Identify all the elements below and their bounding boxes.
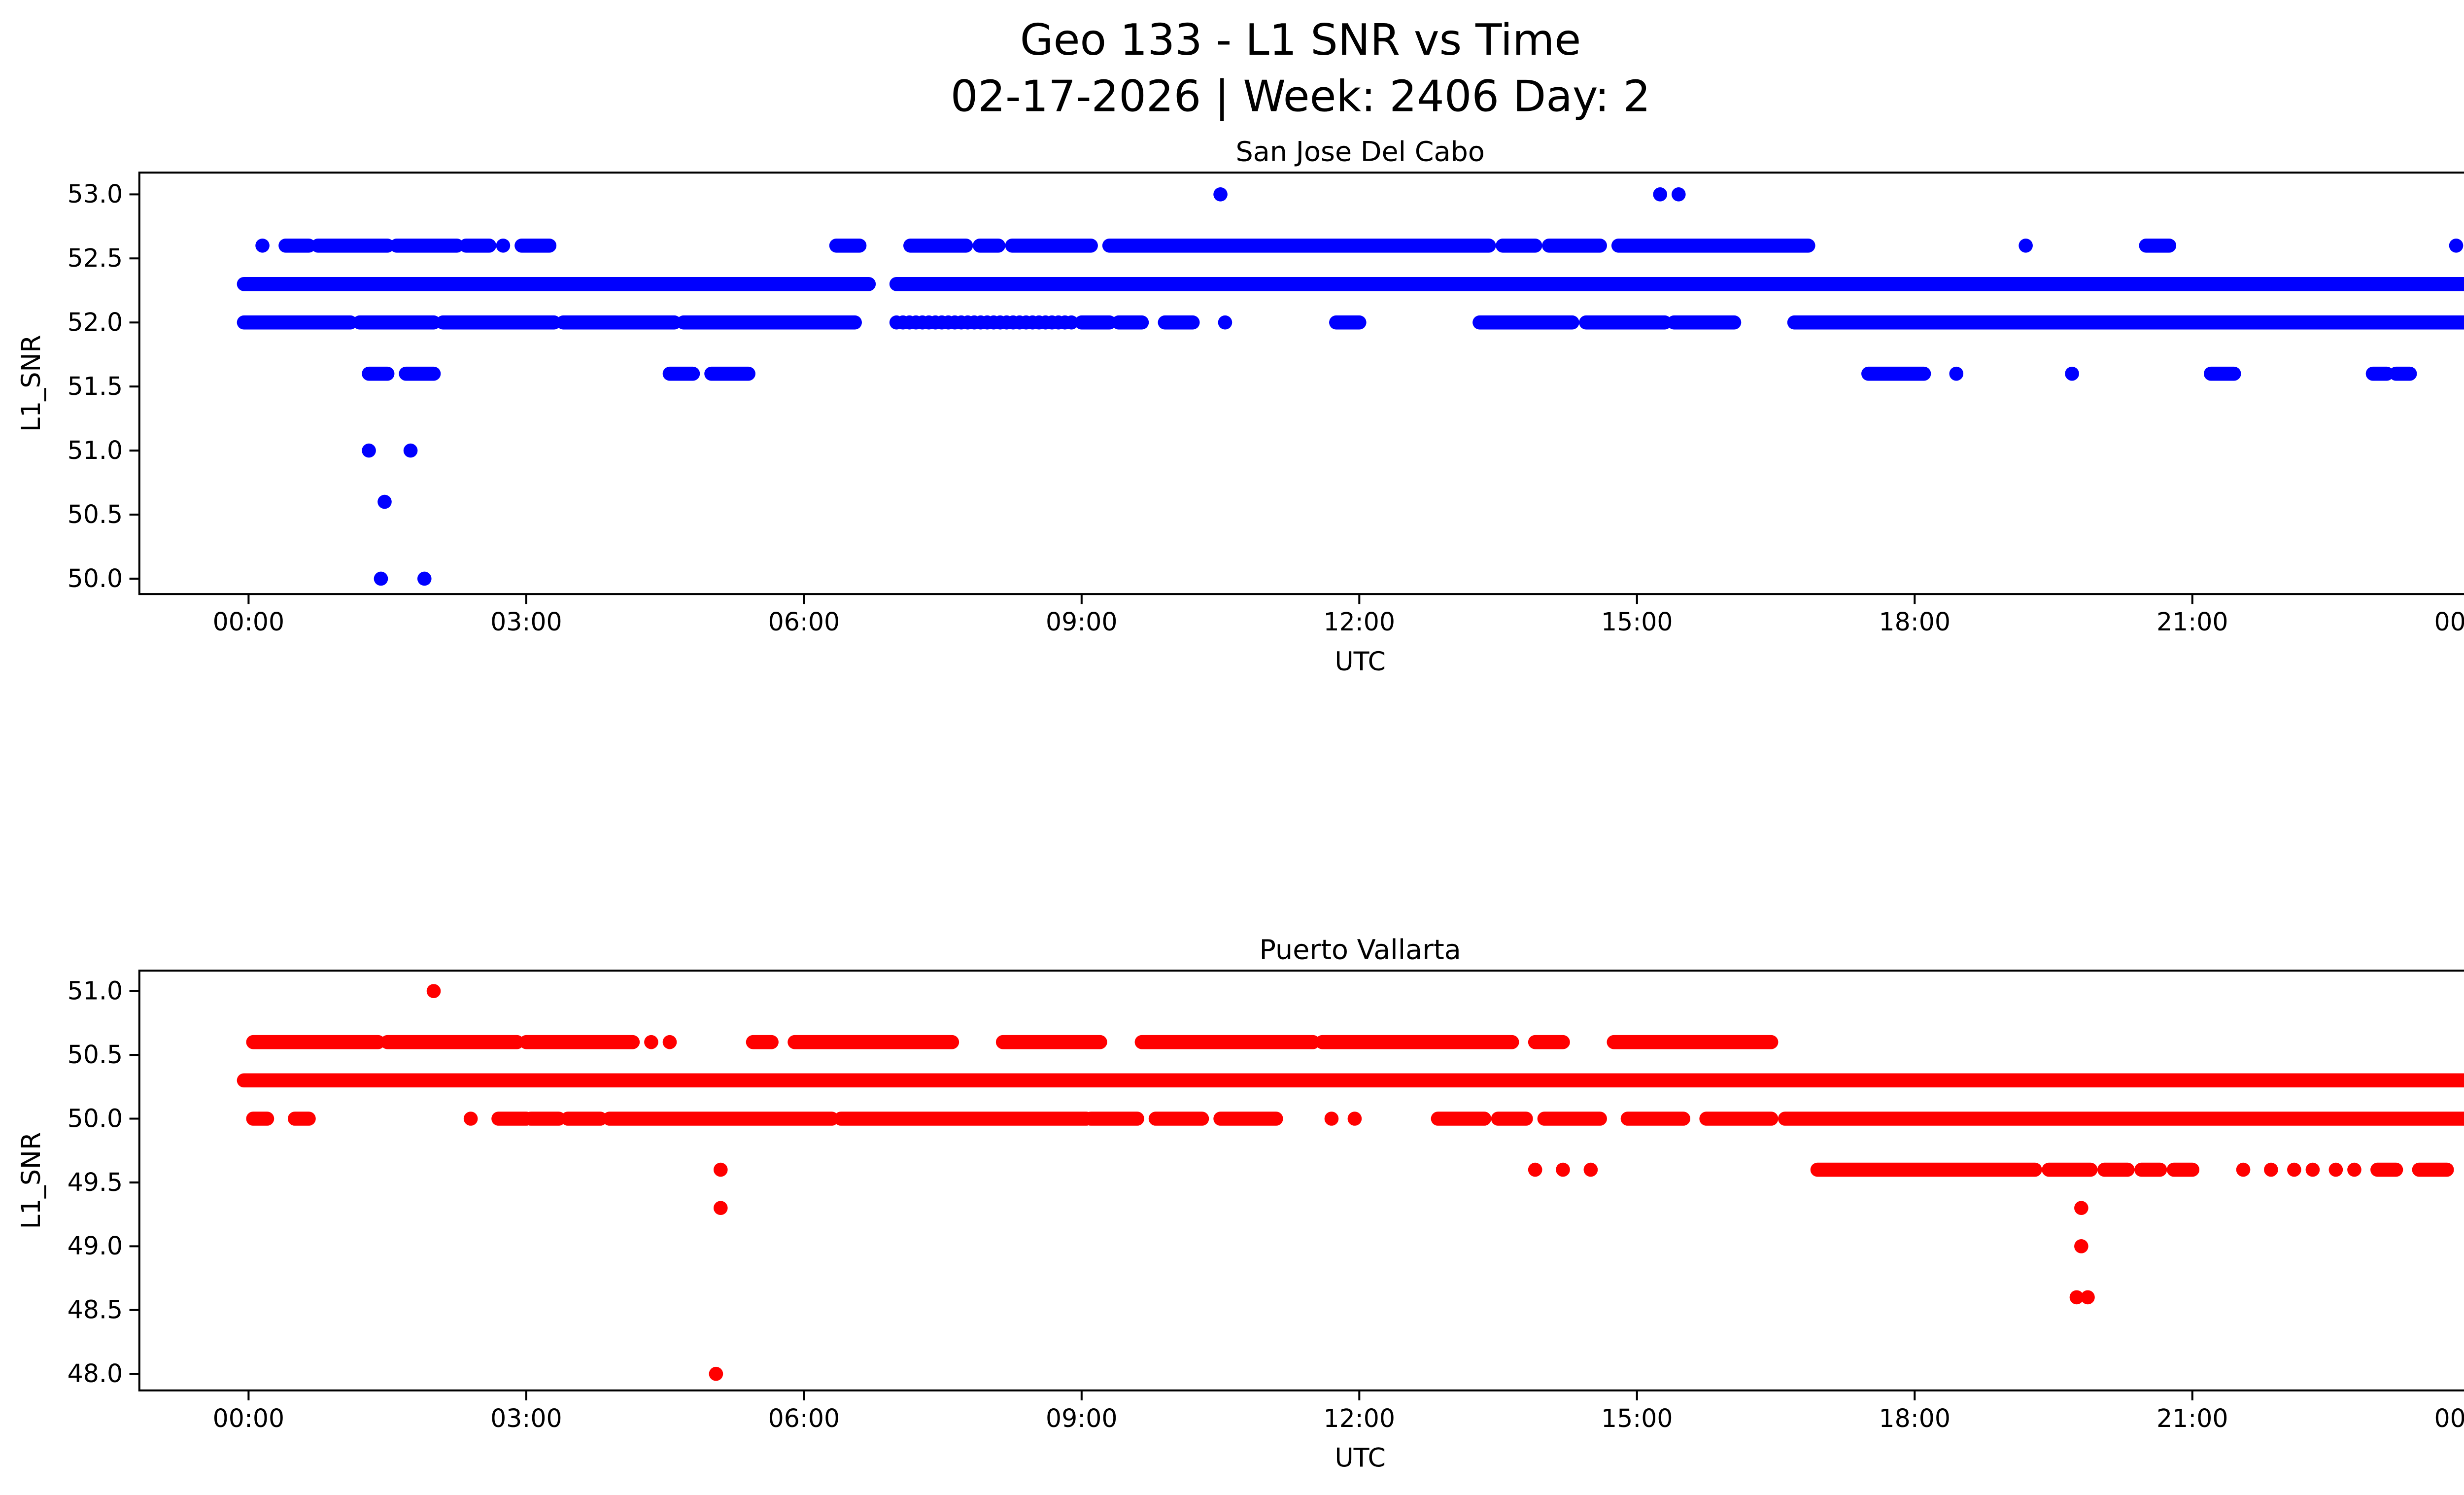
scatter-point — [1583, 1162, 1598, 1177]
scatter-point — [1064, 315, 1079, 330]
scatter-point — [2236, 1162, 2251, 1177]
scatter-point — [426, 984, 441, 998]
y-tick-label: 50.5 — [68, 1040, 123, 1069]
scatter-point — [2287, 1162, 2301, 1177]
scatter-point — [2074, 1201, 2088, 1216]
scatter-point — [403, 443, 418, 458]
x-tick-label: 00:00 — [2434, 1404, 2464, 1433]
x-axis-label: UTC — [1335, 647, 1385, 677]
figure-title: Geo 133 - L1 SNR vs Time — [1020, 15, 1581, 65]
x-tick-label: 09:00 — [1046, 607, 1118, 636]
scatter-point — [1213, 187, 1228, 202]
subplot-title: Puerto Vallarta — [1260, 934, 1461, 966]
scatter-point — [1671, 187, 1686, 202]
scatter-point — [713, 1201, 728, 1216]
y-tick-label: 52.0 — [68, 308, 123, 337]
axes-frame — [138, 172, 2464, 595]
y-tick-label: 51.0 — [68, 436, 123, 465]
y-tick-label: 50.5 — [68, 500, 123, 529]
y-tick-label: 51.5 — [68, 372, 123, 401]
x-tick-label: 06:00 — [768, 1404, 840, 1433]
scatter-point — [2081, 1290, 2095, 1305]
x-tick-label: 00:00 — [213, 607, 285, 636]
x-tick-label: 21:00 — [2156, 607, 2228, 636]
scatter-point — [1528, 1162, 1542, 1177]
scatter-point — [1556, 1162, 1570, 1177]
y-axis-label: L1_SNR — [17, 1132, 46, 1229]
y-tick-label: 50.0 — [68, 564, 123, 593]
y-tick-label: 51.0 — [68, 976, 123, 1005]
scatter-point — [417, 571, 432, 586]
scatter-point — [644, 1035, 658, 1049]
scatter-point — [713, 1162, 728, 1177]
scatter-point — [2264, 1162, 2278, 1177]
y-axis-label: L1_SNR — [17, 335, 46, 432]
x-tick-label: 06:00 — [768, 607, 840, 636]
scatter-point — [2074, 1239, 2088, 1253]
scatter-point — [496, 238, 511, 253]
scatter-point — [1218, 315, 1232, 330]
scatter-point — [255, 238, 270, 253]
scatter-point — [1324, 1112, 1339, 1126]
scatter-point — [2328, 1162, 2343, 1177]
y-tick-label: 48.0 — [68, 1359, 123, 1388]
x-tick-label: 18:00 — [1879, 607, 1951, 636]
subplot-puerto-vallarta: Puerto Vallarta 00:00 03:00 06:00 09:00 12:00… — [17, 934, 2464, 1473]
scatter-point — [2065, 366, 2079, 381]
x-tick-label: 21:00 — [2156, 1404, 2228, 1433]
scatter-point — [662, 1035, 677, 1049]
x-tick-label: 15:00 — [1601, 1404, 1673, 1433]
x-tick-label: 03:00 — [490, 1404, 562, 1433]
y-tick-label: 50.0 — [68, 1104, 123, 1133]
y-tick-label: 49.5 — [68, 1168, 123, 1197]
scatter-point — [2069, 1290, 2084, 1305]
x-tick-label: 15:00 — [1601, 607, 1673, 636]
scatter-point — [1949, 366, 1964, 381]
scatter-point — [2347, 1162, 2361, 1177]
y-tick-label: 52.5 — [68, 243, 123, 273]
subplot-title: San Jose Del Cabo — [1236, 136, 1485, 168]
scatter-point — [2449, 238, 2464, 253]
x-axis-label: UTC — [1335, 1444, 1385, 1473]
scatter-point — [1347, 1112, 1362, 1126]
figure-subtitle: 02-17-2026 | Week: 2406 Day: 2 — [951, 71, 1651, 122]
x-tick-label: 18:00 — [1879, 1404, 1951, 1433]
axes-frame — [138, 970, 2464, 1391]
x-tick-label: 00:00 — [213, 1404, 285, 1433]
x-tick-label: 12:00 — [1324, 607, 1396, 636]
y-tick-label: 49.0 — [68, 1231, 123, 1260]
x-tick-label: 09:00 — [1046, 1404, 1118, 1433]
y-tick-label: 48.5 — [68, 1295, 123, 1324]
x-tick-label: 12:00 — [1324, 1404, 1396, 1433]
subplot-san-jose-del-cabo: San Jose Del Cabo 00:00 03:00 06:00 09:00 12:… — [17, 136, 2464, 677]
scatter-point — [463, 1112, 478, 1126]
scatter-point — [709, 1366, 723, 1381]
scatter-point — [2019, 238, 2033, 253]
scatter-point — [377, 494, 392, 509]
x-tick-label: 00:00 — [2434, 607, 2464, 636]
scatter-point — [374, 571, 388, 586]
y-tick-label: 53.0 — [68, 179, 123, 209]
scatter-point — [362, 443, 376, 458]
scatter-point — [1653, 187, 1668, 202]
x-tick-label: 03:00 — [490, 607, 562, 636]
scatter-point — [2305, 1162, 2320, 1177]
